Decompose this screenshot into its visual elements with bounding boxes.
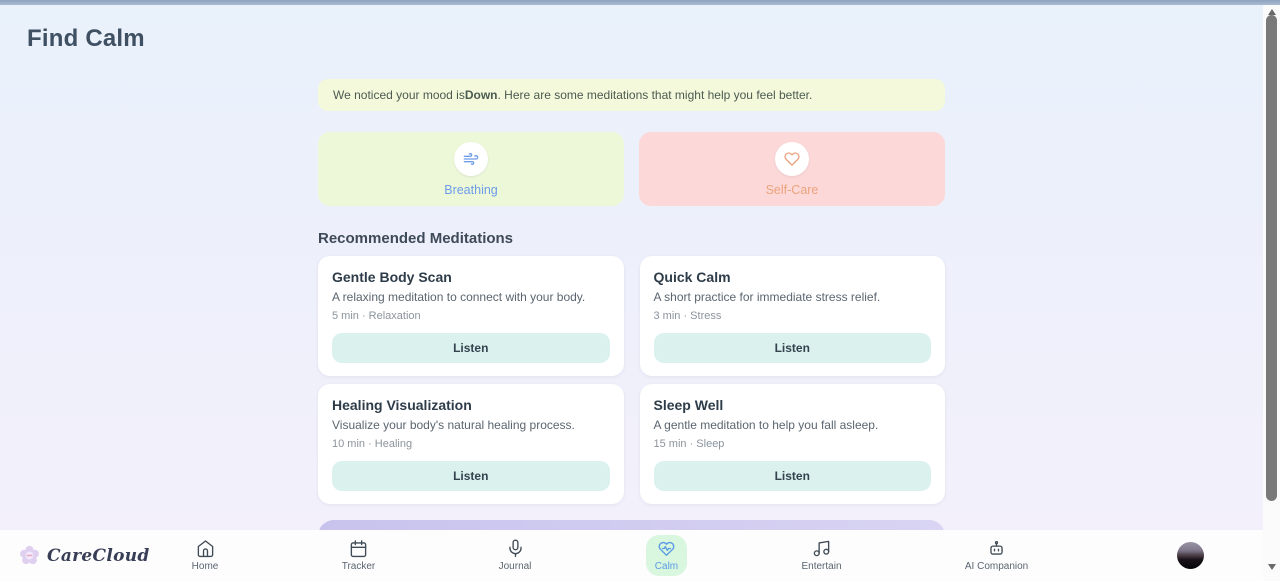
meditation-title: Gentle Body Scan: [332, 269, 452, 285]
meditation-description: A relaxing meditation to connect with yo…: [332, 290, 586, 304]
meditation-title: Sleep Well: [653, 397, 724, 413]
meditation-meta: 5 min · Relaxation: [332, 310, 421, 322]
meditation-card-sleep-well: Sleep Well A gentle meditation to help y…: [639, 384, 945, 504]
meditation-description: Visualize your body's natural healing pr…: [332, 418, 575, 432]
listen-button[interactable]: Listen: [332, 461, 610, 491]
recommended-heading: Recommended Meditations: [318, 230, 514, 247]
vertical-scrollbar[interactable]: [1263, 5, 1280, 581]
meditation-card-gentle-body-scan: Gentle Body Scan A relaxing meditation t…: [318, 256, 624, 376]
category-label: Breathing: [444, 182, 498, 197]
meditation-description: A gentle meditation to help you fall asl…: [653, 418, 879, 432]
nav-label: Journal: [498, 561, 532, 572]
meditation-card-quick-calm: Quick Calm A short practice for immediat…: [639, 256, 945, 376]
brand-logo[interactable]: CareCloud: [0, 542, 149, 569]
nav-item-home[interactable]: Home: [183, 535, 228, 576]
next-section-top-edge: [318, 520, 945, 530]
nav-item-journal[interactable]: Journal: [490, 535, 541, 576]
meditation-grid: Gentle Body Scan A relaxing meditation t…: [318, 256, 945, 504]
mood-banner-text-prefix: We noticed your mood is: [333, 88, 465, 102]
nav-items: Home Tracker Journal Calm Entertain: [100, 535, 1100, 576]
nav-label: Entertain: [801, 561, 842, 572]
category-self-care[interactable]: Self-Care: [639, 132, 945, 206]
music-note-icon: [812, 539, 831, 558]
meditation-meta: 15 min · Sleep: [653, 438, 725, 450]
nav-item-entertain[interactable]: Entertain: [792, 535, 850, 576]
content-column: We noticed your mood is Down. Here are s…: [318, 79, 945, 530]
meditation-title: Healing Visualization: [332, 397, 472, 413]
microphone-icon: [506, 539, 525, 558]
find-calm-page: Find Calm We noticed your mood is Down. …: [0, 5, 1263, 530]
meditation-meta: 3 min · Stress: [653, 310, 722, 322]
category-cards: Breathing Self-Care: [318, 132, 945, 206]
mood-banner-text-suffix: . Here are some meditations that might h…: [497, 88, 813, 102]
nav-label: Calm: [654, 561, 679, 572]
meditation-card-healing-visualization: Healing Visualization Visualize your bod…: [318, 384, 624, 504]
nav-label: Tracker: [341, 561, 376, 572]
listen-button[interactable]: Listen: [653, 333, 931, 363]
nav-item-calm[interactable]: Calm: [645, 535, 688, 576]
mood-value: Down: [464, 88, 498, 102]
scrollbar-down-arrow[interactable]: [1263, 560, 1280, 574]
calendar-icon: [349, 539, 368, 558]
nav-label: AI Companion: [964, 561, 1029, 572]
category-label: Self-Care: [765, 182, 819, 197]
listen-button[interactable]: Listen: [332, 333, 610, 363]
robot-icon: [987, 539, 1006, 558]
avatar-container: [1100, 542, 1280, 569]
mood-banner: We noticed your mood is Down. Here are s…: [318, 79, 945, 111]
meditation-description: A short practice for immediate stress re…: [653, 290, 881, 304]
nav-label: Home: [191, 561, 219, 572]
user-avatar[interactable]: [1176, 542, 1204, 569]
nav-item-ai-companion[interactable]: AI Companion: [956, 535, 1037, 576]
category-breathing[interactable]: Breathing: [318, 132, 624, 206]
home-icon: [196, 539, 215, 558]
brand-name: CareCloud: [47, 545, 150, 566]
nav-item-tracker[interactable]: Tracker: [333, 535, 385, 576]
listen-button[interactable]: Listen: [653, 461, 931, 491]
heart-pulse-icon: [657, 539, 676, 558]
page-title: Find Calm: [27, 25, 145, 52]
category-icon-circle: [454, 141, 488, 176]
window-top-edge: [0, 0, 1280, 5]
meditation-title: Quick Calm: [653, 269, 731, 285]
category-icon-circle: [775, 141, 809, 176]
bottom-navigation: CareCloud Home Tracker Journal Calm: [0, 530, 1280, 581]
wind-icon: [463, 151, 479, 167]
heart-icon: [784, 151, 800, 167]
meditation-meta: 10 min · Healing: [332, 438, 413, 450]
scrollbar-thumb[interactable]: [1266, 15, 1277, 501]
flower-logo-icon: [16, 542, 43, 569]
